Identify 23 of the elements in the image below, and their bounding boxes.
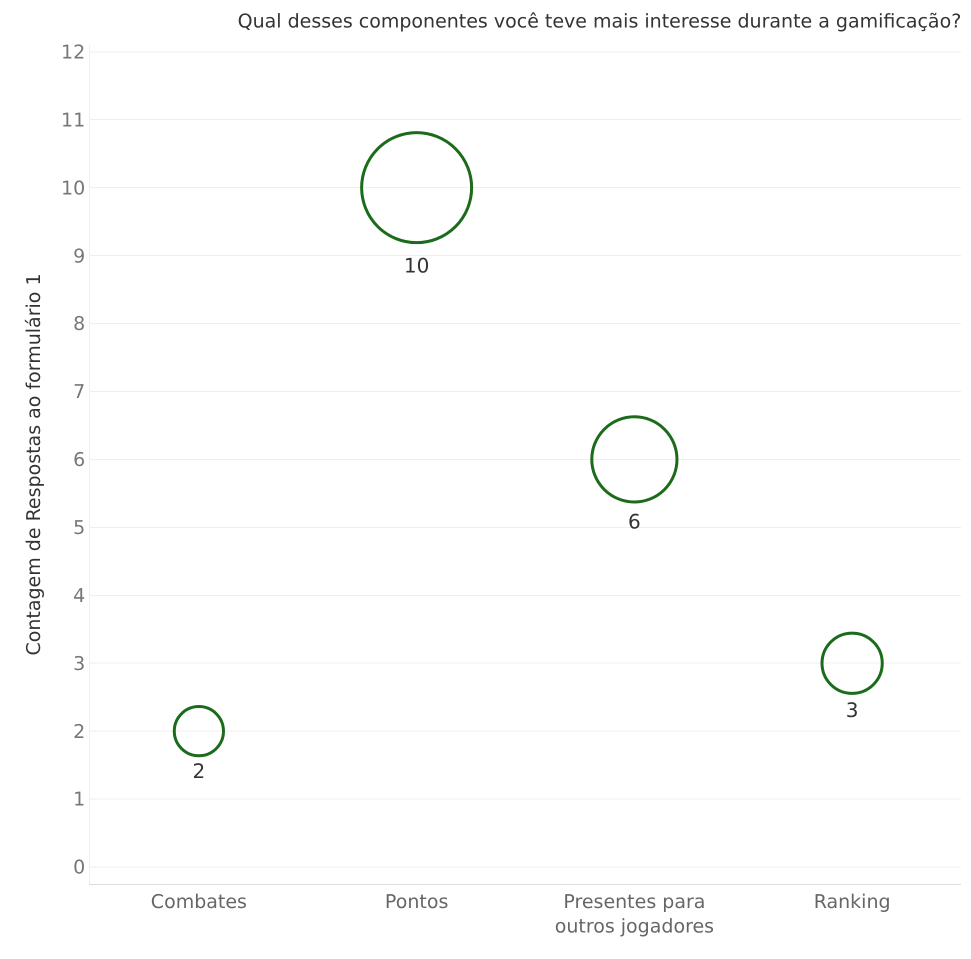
x-tick-label: Pontos <box>384 890 448 913</box>
chart-title: Qual desses componentes você teve mais interesse durante a gamificação? <box>238 10 962 33</box>
x-tick-label: Combates <box>150 890 247 913</box>
y-tick-label: 3 <box>73 652 86 675</box>
data-label: 10 <box>404 253 430 278</box>
y-tick-label: 12 <box>61 41 86 64</box>
data-label: 2 <box>192 758 206 783</box>
y-tick-label: 0 <box>73 856 86 879</box>
y-tick-label: 4 <box>73 584 86 607</box>
y-tick-label: 1 <box>73 788 86 811</box>
y-axis-title: Contagem de Respostas ao formulário 1 <box>22 273 45 656</box>
y-tick-label: 5 <box>73 516 86 539</box>
data-label: 3 <box>846 698 858 722</box>
y-tick-label: 2 <box>73 720 86 743</box>
x-tick-label: Presentes para outros jogadores <box>554 890 714 938</box>
y-tick-label: 10 <box>61 177 86 200</box>
y-tick-label: 6 <box>73 449 86 472</box>
y-tick-label: 8 <box>73 313 86 336</box>
y-tick-label: 11 <box>61 109 86 132</box>
y-tick-label: 7 <box>73 381 86 404</box>
x-tick-label: Ranking <box>814 890 891 913</box>
y-tick-label: 9 <box>73 245 86 268</box>
data-label: 6 <box>628 510 641 534</box>
